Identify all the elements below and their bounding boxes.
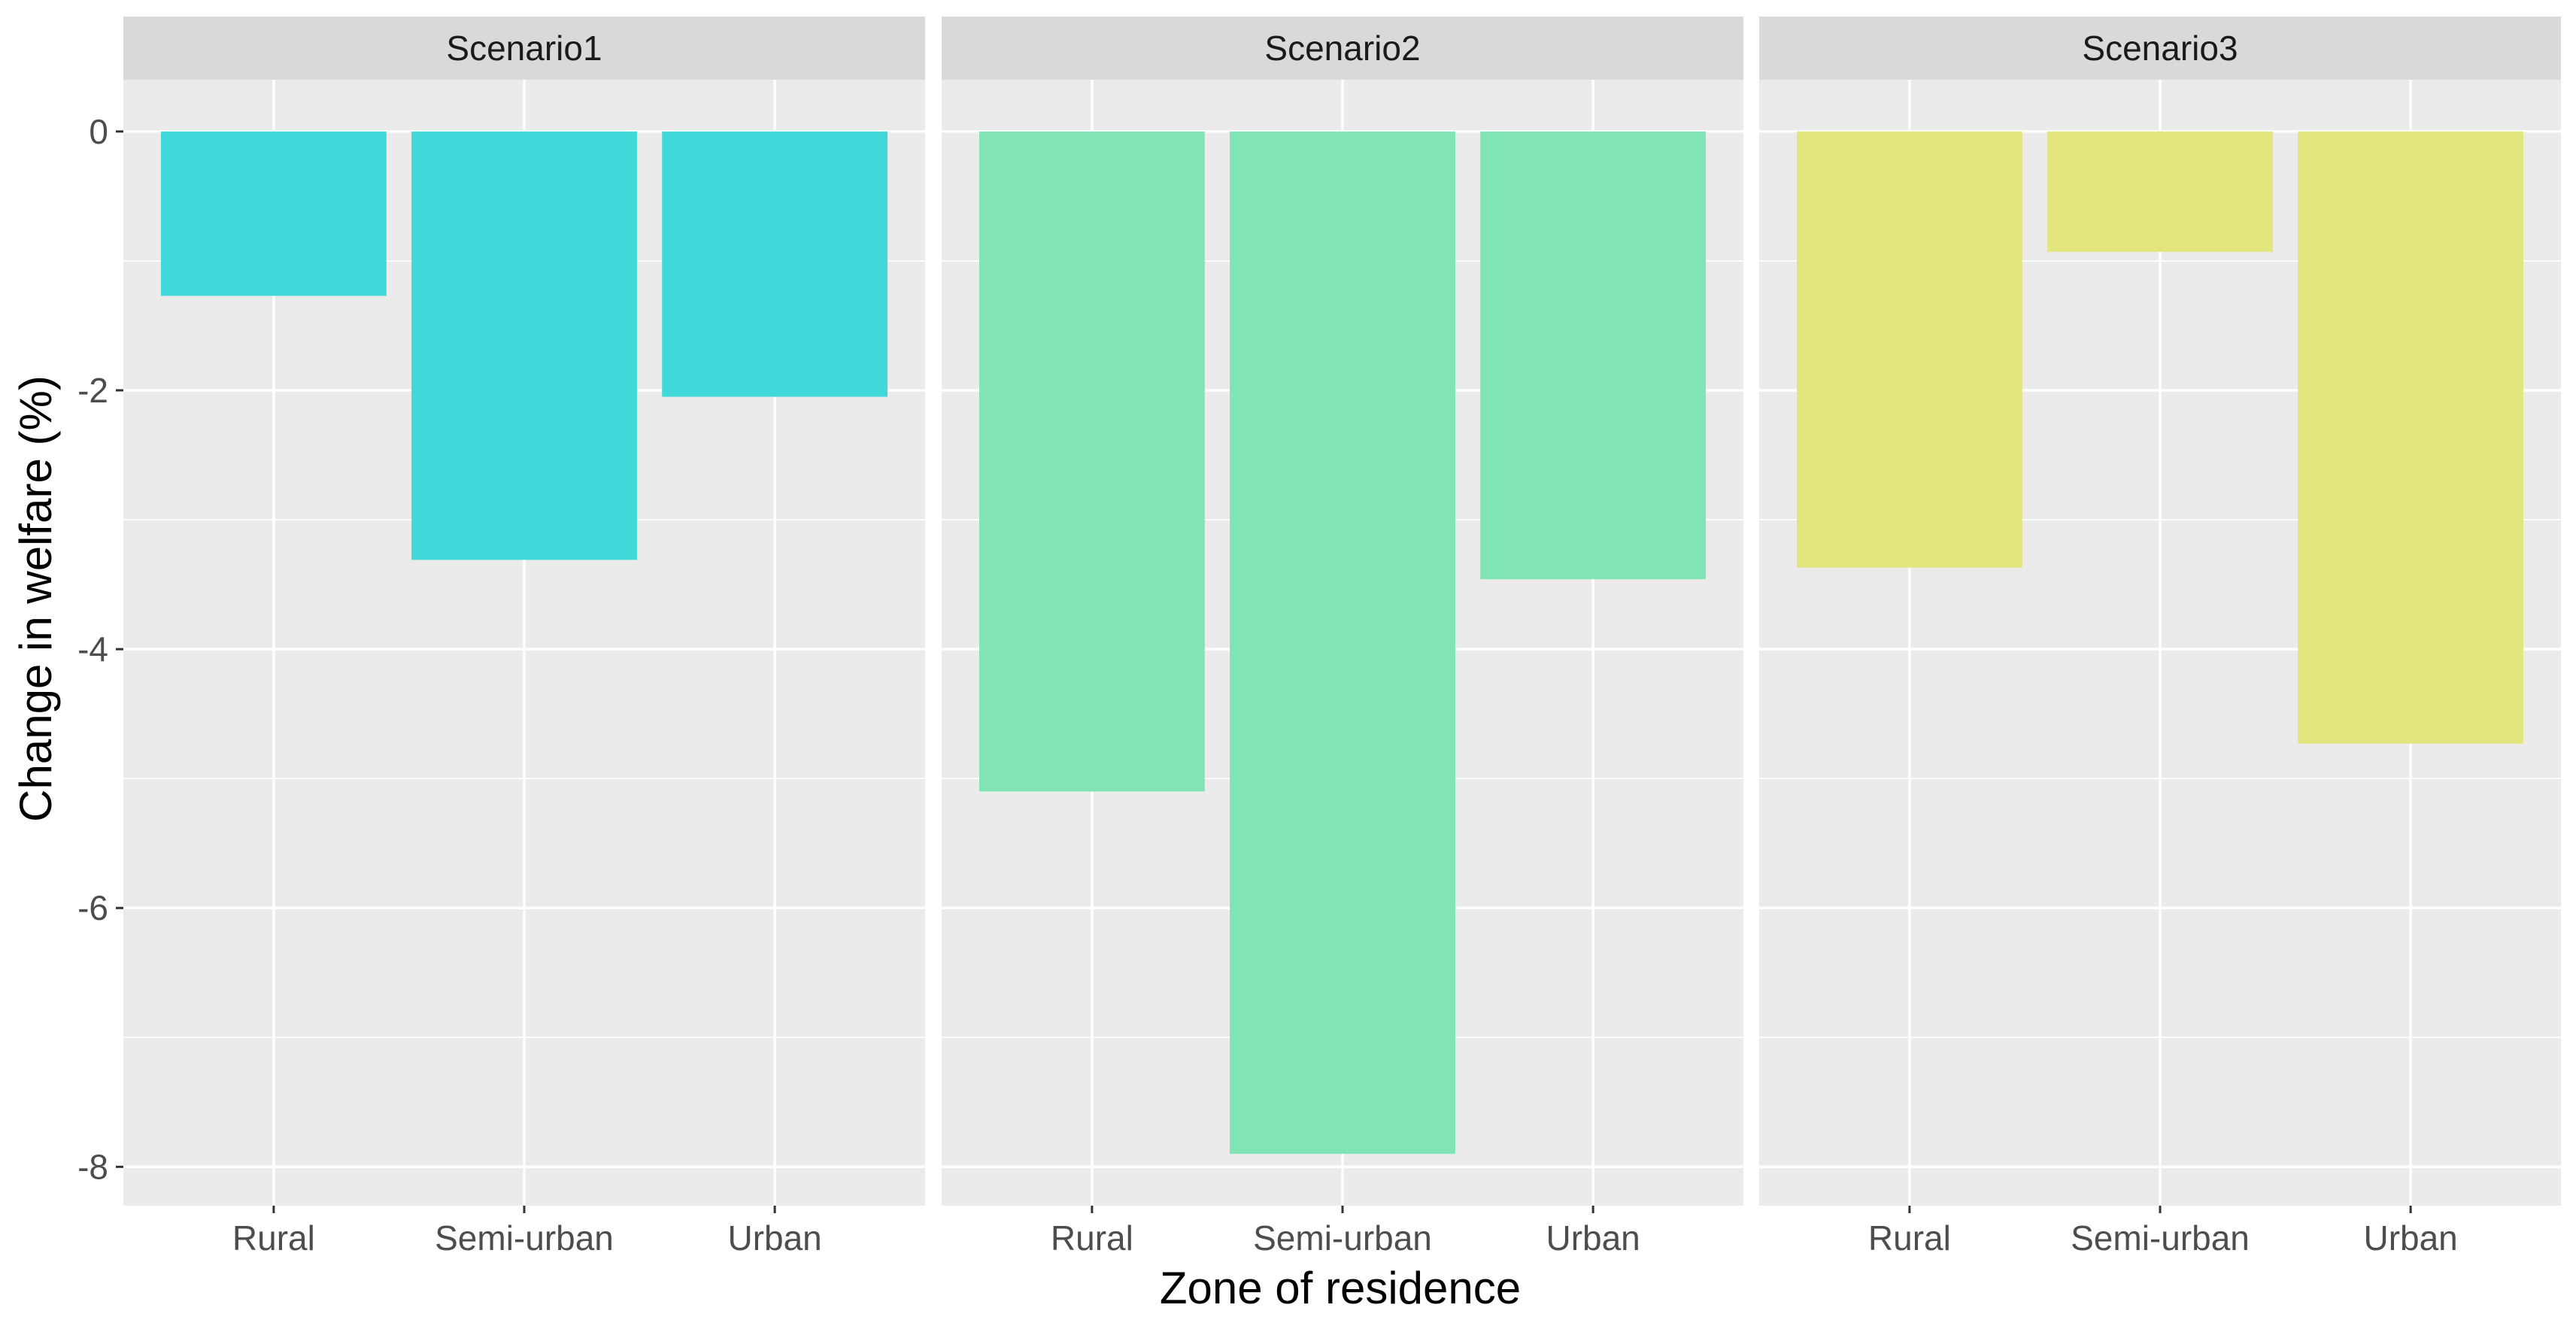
bar-semi-urban (411, 131, 637, 560)
x-tick-label: Urban (2363, 1218, 2457, 1258)
y-tick-label: -6 (77, 888, 108, 927)
x-tick-label: Urban (727, 1218, 821, 1258)
panels-layer: Scenario1 Rural Semi-urban Urban Scenario2 Ru… (123, 17, 2561, 1258)
facet-strip-label: Scenario1 (446, 29, 602, 68)
y-tick-label: -8 (77, 1147, 108, 1186)
facet-strip (942, 17, 1743, 80)
x-axis-title: Zone of residence (1160, 1263, 1521, 1313)
facet-strip (123, 17, 925, 80)
x-tick-label: Semi-urban (1253, 1218, 1432, 1258)
y-axis: 0 -2 -4 -6 -8 (77, 112, 123, 1186)
x-tick-label: Rural (1868, 1218, 1951, 1258)
x-tick-label: Rural (1051, 1218, 1133, 1258)
bar-urban (1480, 131, 1707, 580)
bar-urban (662, 131, 888, 397)
x-tick-label: Rural (232, 1218, 315, 1258)
bar-rural (979, 131, 1205, 792)
x-tick-label: Semi-urban (435, 1218, 614, 1258)
x-tick-label: Semi-urban (2071, 1218, 2250, 1258)
y-tick-label: -2 (77, 371, 108, 410)
x-tick-label: Urban (1546, 1218, 1640, 1258)
bar-semi-urban (1230, 131, 1455, 1155)
bar-urban (2298, 131, 2524, 744)
panel-1: Scenario1 Rural Semi-urban Urban (123, 17, 925, 1258)
bar-rural (160, 131, 387, 296)
y-tick-label: -4 (77, 630, 108, 669)
panel-2: Scenario2 Rural Semi-urban Urban (942, 17, 1743, 1258)
bar-rural (1796, 131, 2022, 568)
facet-strip-label: Scenario2 (1264, 29, 1420, 68)
panel-3: Scenario3 Rural Semi-urban Urban (1759, 17, 2561, 1258)
facet-strip-label: Scenario3 (2082, 29, 2238, 68)
facet-strip (1759, 17, 2561, 80)
y-tick-label: 0 (89, 112, 108, 151)
bar-semi-urban (2047, 131, 2273, 252)
y-axis-title: Change in welfare (%) (11, 375, 61, 822)
